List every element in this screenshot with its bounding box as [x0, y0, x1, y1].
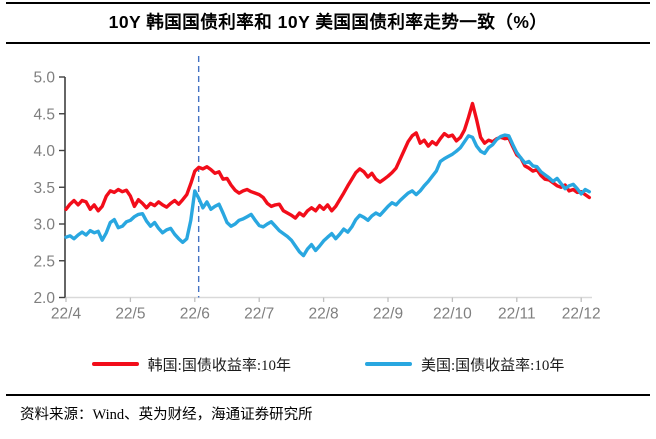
x-tick-label: 22/6: [180, 306, 210, 323]
y-tick-label: 2.0: [33, 290, 55, 307]
source-note: 资料来源：Wind、英为财经，海通证券研究所: [20, 407, 313, 423]
line-chart: 22/4 22/5 22/6 22/7 22/8 22/9 22/10 22/11 22/12 2…: [33, 56, 601, 323]
y-tick-label: 5.0: [33, 70, 55, 87]
y-tick-label: 4.0: [33, 143, 55, 160]
x-tick-label: 22/7: [244, 306, 274, 323]
legend-item-korea: 韩国:国债收益率:10年: [91, 354, 291, 375]
y-tick-label: 4.5: [33, 106, 55, 123]
top-divider: [6, 2, 650, 4]
footer-divider: [6, 394, 650, 396]
x-tick-label: 22/4: [51, 306, 82, 323]
x-tick-label: 22/10: [433, 306, 472, 323]
chart-title: 10Y 韩国国债利率和 10Y 美国国债利率走势一致（%）: [108, 12, 548, 32]
chart-legend: 韩国:国债收益率:10年 美国:国债收益率:10年: [0, 354, 656, 374]
y-tick-label: 3.5: [33, 180, 55, 197]
y-tick-label: 3.0: [33, 217, 55, 234]
series-line-0: [64, 101, 591, 220]
title-divider: [6, 42, 650, 44]
series-line-1: [64, 133, 591, 258]
y-tick-label: 2.5: [33, 253, 55, 270]
x-tick-label: 22/9: [373, 306, 403, 323]
x-tick-label: 22/12: [562, 306, 601, 323]
legend-item-us: 美国:国债收益率:10年: [365, 354, 564, 375]
x-tick-label: 22/11: [498, 306, 536, 323]
x-tick-label: 22/5: [115, 306, 145, 323]
us-line-swatch: [365, 362, 412, 366]
korea-legend-label: 韩国:国债收益率:10年: [147, 357, 291, 374]
korea-line-swatch: [91, 362, 139, 366]
x-tick-label: 22/8: [309, 306, 339, 323]
us-legend-label: 美国:国债收益率:10年: [421, 357, 565, 374]
line-chart-svg: 22/4 22/5 22/6 22/7 22/8 22/9 22/10 22/11 22/12 2…: [33, 56, 601, 323]
